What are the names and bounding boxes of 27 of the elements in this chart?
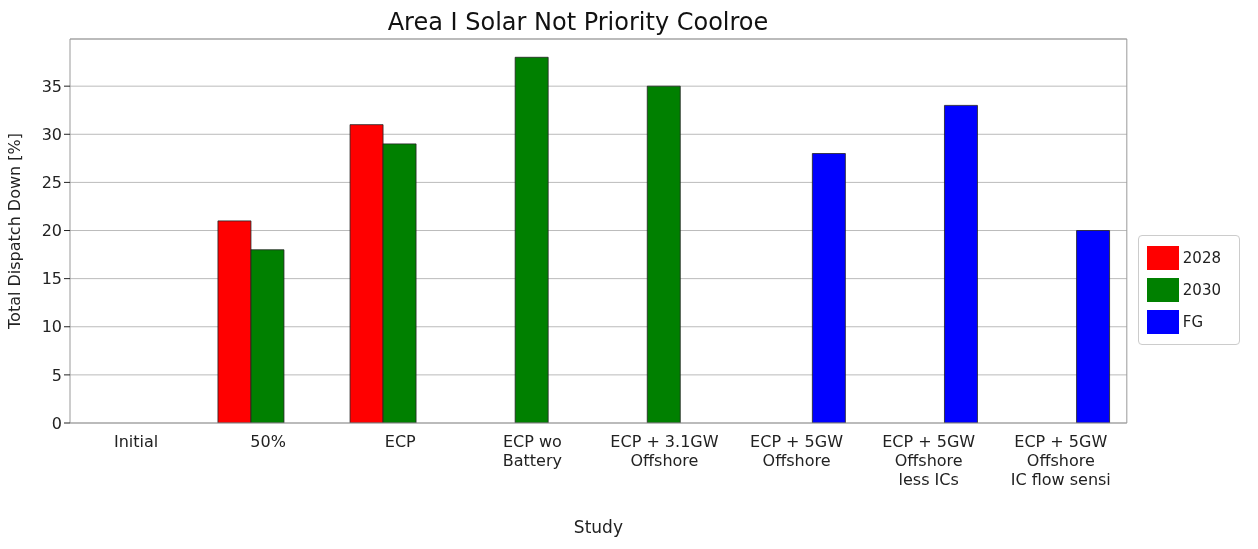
x-tick-label: ECP bbox=[384, 432, 417, 451]
bar bbox=[944, 105, 978, 423]
x-axis-title: Study bbox=[573, 517, 623, 537]
y-tick-label: 30 bbox=[41, 124, 62, 144]
x-tick-label: ECP + 3.1GW Offshore bbox=[610, 432, 719, 470]
bar bbox=[646, 85, 681, 423]
y-tick-label: 0 bbox=[51, 413, 62, 433]
x-tick-label: Initial bbox=[113, 432, 159, 451]
legend-label: FG bbox=[1182, 312, 1204, 330]
x-tick-label: ECP + 5GW Offshore less ICs bbox=[882, 432, 976, 489]
legend-label: 2030 bbox=[1182, 280, 1221, 298]
x-tick-label: ECP + 5GW Offshore bbox=[750, 432, 844, 470]
y-tick-label: 5 bbox=[51, 365, 62, 385]
chart-title: Area I Solar Not Priority Coolroe bbox=[386, 8, 770, 38]
bar bbox=[1076, 230, 1110, 423]
y-tick-label: 35 bbox=[41, 76, 62, 96]
y-axis-title: Total Dispatch Down [%] bbox=[4, 133, 24, 330]
x-tick-label: ECP + 5GW Offshore IC flow sensi bbox=[1010, 432, 1111, 489]
bar bbox=[514, 56, 549, 423]
legend-label: 2028 bbox=[1182, 248, 1221, 266]
x-tick-label: 50% bbox=[250, 432, 286, 451]
y-tick-label: 15 bbox=[41, 269, 62, 289]
x-tick-label: ECP wo Battery bbox=[502, 432, 562, 470]
y-tick-label: 20 bbox=[41, 221, 62, 241]
y-tick-label: 10 bbox=[41, 317, 62, 337]
bar bbox=[811, 153, 846, 423]
y-tick-label: 25 bbox=[41, 173, 62, 193]
